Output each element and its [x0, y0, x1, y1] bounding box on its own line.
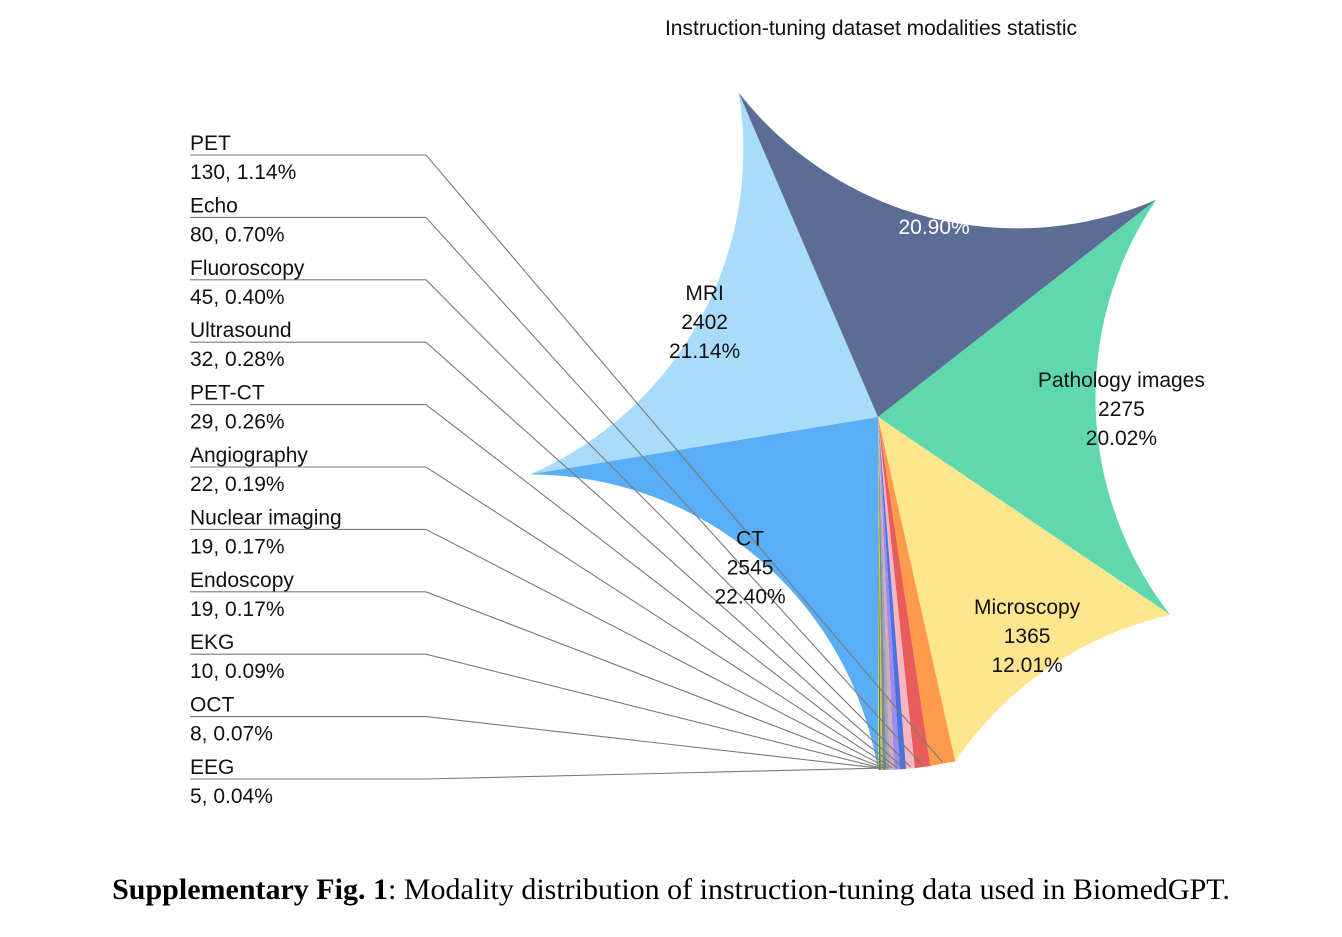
side-label-eeg: EEG: [190, 756, 234, 779]
slice-ekg: [878, 417, 883, 770]
inside-label-ct-percent: 22.40%: [714, 586, 785, 609]
side-label-fluoroscopy-detail: 45, 0.40%: [190, 286, 285, 309]
slice-ct: [529, 417, 878, 770]
side-label-pet-detail: 130, 1.14%: [190, 161, 296, 184]
pie-chart: Instruction-tuning dataset modalities st…: [190, 17, 1205, 808]
leader-line-oct: [190, 716, 880, 769]
side-label-nuclear-imaging-detail: 19, 0.17%: [190, 535, 285, 558]
inside-label-ct-name: CT: [736, 528, 764, 551]
caption-bold: Supplementary Fig. 1: [112, 873, 388, 906]
leader-line-angiography: [190, 466, 893, 769]
leader-line-endoscopy: [190, 591, 885, 769]
slice-oct: [878, 417, 881, 770]
inside-label-x-ray-value: 2375: [911, 187, 958, 210]
inside-label-mri-name: MRI: [685, 282, 724, 305]
leader-line-ultrasound: [190, 341, 904, 768]
inside-label-microscopy-percent: 12.01%: [991, 654, 1062, 677]
side-label-ultrasound-detail: 32, 0.28%: [190, 348, 285, 371]
side-label-angiography-detail: 22, 0.19%: [190, 473, 285, 496]
inside-label-pathology-images-name: Pathology images: [1038, 369, 1205, 392]
inside-label-mri-percent: 21.14%: [669, 340, 740, 363]
leader-line-ekg: [190, 653, 882, 769]
side-label-echo: Echo: [190, 194, 238, 217]
slice-echo: [878, 417, 931, 769]
slice-x-ray: [738, 92, 1157, 418]
side-label-eeg-detail: 5, 0.04%: [190, 785, 273, 808]
slice-ultrasound: [878, 417, 907, 770]
slice-pet-ct: [878, 417, 900, 770]
side-label-ekg: EKG: [190, 631, 234, 654]
inside-label-ct-value: 2545: [727, 557, 774, 580]
inside-label-microscopy-name: Microscopy: [974, 596, 1081, 619]
chart-title: Instruction-tuning dataset modalities st…: [665, 17, 1077, 40]
inside-labels: CT 2545 22.40% MRI 2402 21.14% X-ray 2375 20.90%…: [669, 158, 1205, 677]
caption-text: : Modality distribution of instruction-t…: [387, 873, 1230, 906]
side-label-pet-ct-detail: 29, 0.26%: [190, 411, 285, 434]
leader-line-echo: [190, 216, 923, 766]
side-label-ultrasound: Ultrasound: [190, 319, 292, 342]
side-label-nuclear-imaging: Nuclear imaging: [190, 506, 342, 529]
slice-mri: [529, 92, 878, 475]
inside-label-pathology-images-percent: 20.02%: [1086, 427, 1157, 450]
side-label-pet-ct: PET-CT: [190, 382, 265, 405]
slice-endoscopy: [878, 417, 887, 770]
inside-label-pathology-images-value: 2275: [1098, 398, 1145, 421]
side-label-ekg-detail: 10, 0.09%: [190, 660, 285, 683]
slice-nuclear-imaging: [878, 417, 890, 770]
inside-label-x-ray-percent: 20.90%: [898, 216, 969, 239]
slice-microscopy: [878, 417, 1171, 762]
leader-line-eeg: [190, 767, 879, 780]
side-labels: PET 130, 1.14% Echo 80, 0.70% Fluoroscopy 45,…: [190, 132, 342, 808]
side-label-angiography: Angiography: [190, 444, 308, 467]
inside-label-microscopy-value: 1365: [1004, 625, 1051, 648]
side-label-echo-detail: 80, 0.70%: [190, 223, 285, 246]
slice-pathology-images: [878, 199, 1171, 615]
side-label-oct: OCT: [190, 694, 235, 717]
side-label-endoscopy-detail: 19, 0.17%: [190, 598, 285, 621]
side-label-pet: PET: [190, 132, 231, 155]
pie-slices: [529, 92, 1171, 770]
slice-angiography: [878, 417, 895, 770]
figure-caption: Supplementary Fig. 1: Modality distribut…: [0, 873, 1342, 907]
leader-line-nuclear-imaging: [190, 528, 889, 769]
leader-lines: [190, 154, 943, 780]
side-label-oct-detail: 8, 0.07%: [190, 723, 273, 746]
slice-eeg: [878, 417, 879, 770]
side-label-fluoroscopy: Fluoroscopy: [190, 257, 305, 280]
inside-label-x-ray-name: X-ray: [909, 158, 960, 181]
leader-line-pet-ct: [190, 404, 898, 769]
slice-pet: [878, 417, 956, 767]
inside-label-mri-value: 2402: [681, 311, 728, 334]
leader-line-pet: [190, 154, 943, 763]
leader-line-fluoroscopy: [190, 279, 911, 768]
slice-fluoroscopy: [878, 417, 915, 769]
side-label-endoscopy: Endoscopy: [190, 569, 294, 592]
